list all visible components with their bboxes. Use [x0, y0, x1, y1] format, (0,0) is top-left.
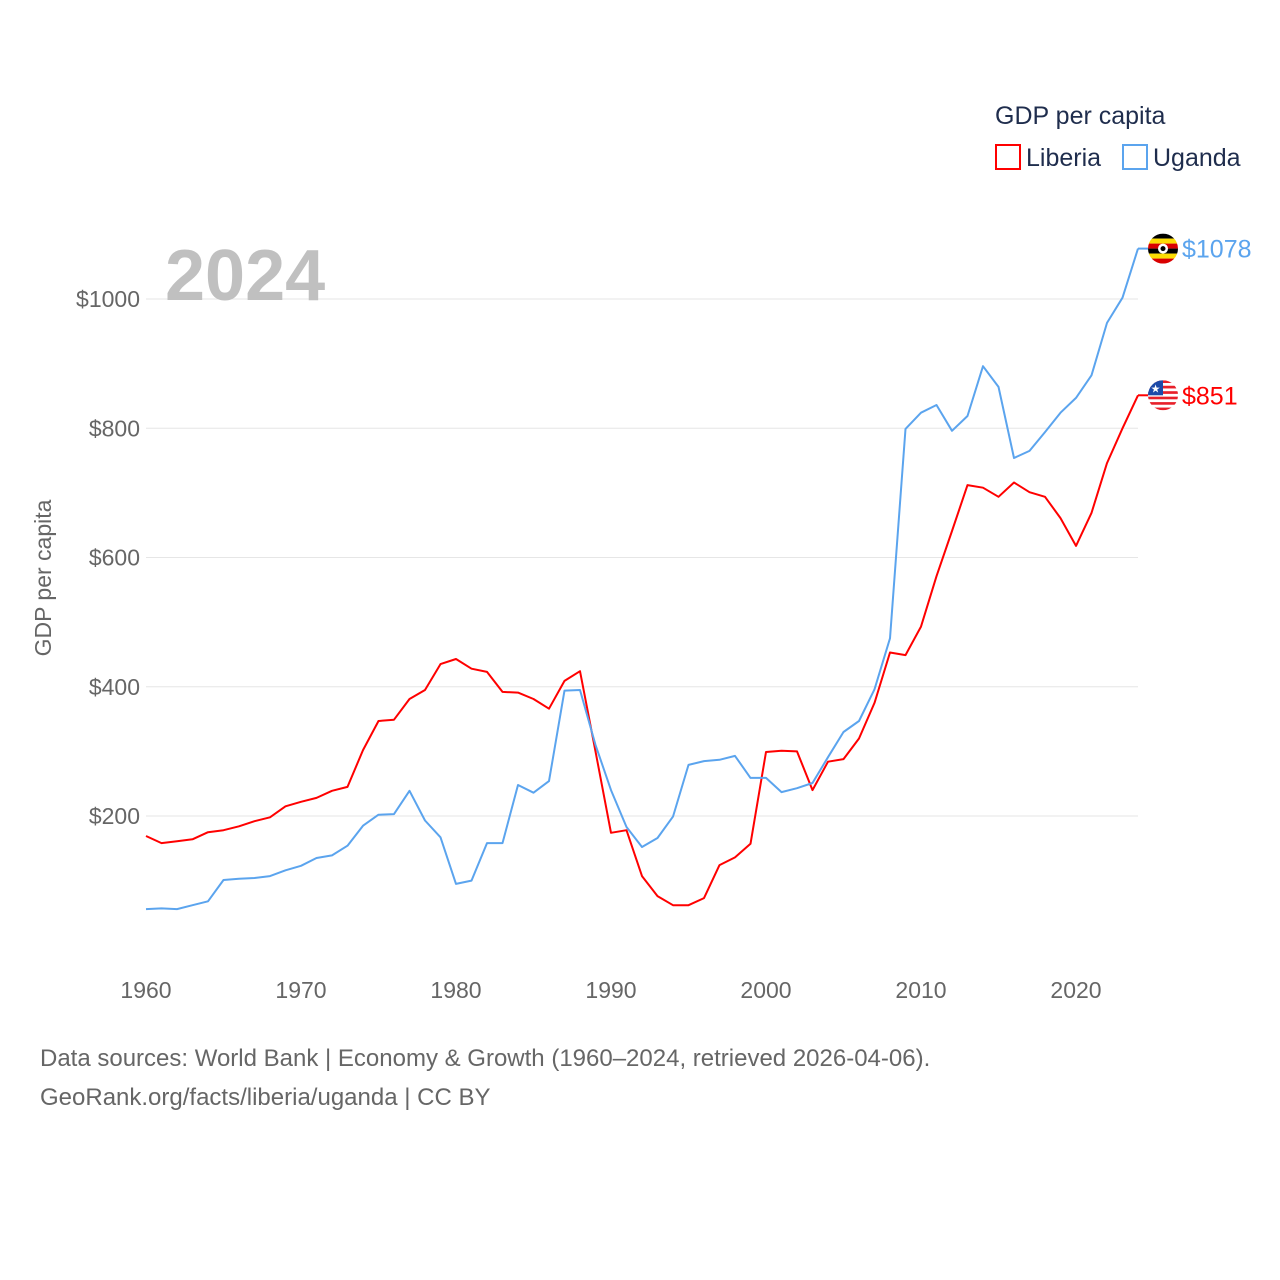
y-tick-label: $200	[89, 803, 140, 829]
legend-label-uganda: Uganda	[1153, 144, 1241, 172]
y-tick-label: $400	[89, 674, 140, 700]
y-tick-label: $800	[89, 415, 140, 441]
legend-title: GDP per capita	[995, 102, 1166, 130]
y-tick-label: $1000	[76, 286, 140, 312]
x-tick-label: 1990	[585, 977, 636, 1003]
x-tick-label: 1980	[430, 977, 481, 1003]
x-tick-label: 2000	[740, 977, 791, 1003]
legend-item-uganda[interactable]: Uganda	[1122, 144, 1241, 172]
uganda-flag-icon	[1148, 233, 1178, 264]
footer-sources: Data sources: World Bank | Economy & Gro…	[40, 1045, 931, 1072]
legend-swatch-uganda	[1122, 144, 1148, 170]
legend-swatch-liberia	[995, 144, 1021, 170]
legend-label-liberia: Liberia	[1026, 144, 1101, 172]
year-watermark: 2024	[165, 236, 325, 316]
x-tick-label: 2020	[1050, 977, 1101, 1003]
x-tick-label: 2010	[895, 977, 946, 1003]
series-line-uganda[interactable]	[145, 248, 1139, 911]
svg-text:★: ★	[1151, 383, 1161, 395]
end-value-label: $851	[1182, 382, 1238, 410]
end-value-label: $1078	[1182, 236, 1252, 264]
legend-item-liberia[interactable]: Liberia	[995, 144, 1101, 172]
footer-attribution[interactable]: GeoRank.org/facts/liberia/uganda | CC BY	[40, 1084, 491, 1111]
y-axis-label: GDP per capita	[30, 499, 56, 656]
x-tick-label: 1970	[275, 977, 326, 1003]
x-tick-label: 1960	[120, 977, 171, 1003]
series-line-liberia[interactable]	[145, 394, 1139, 907]
liberia-flag-icon: ★	[1148, 380, 1178, 411]
y-tick-label: $600	[89, 545, 140, 571]
